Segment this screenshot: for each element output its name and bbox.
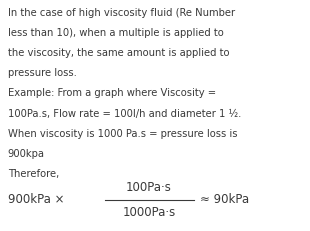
Text: 900kpa: 900kpa xyxy=(8,149,45,159)
Text: 100Pa·s: 100Pa·s xyxy=(126,181,172,194)
Text: pressure loss.: pressure loss. xyxy=(8,68,77,78)
Text: 1000Pa·s: 1000Pa·s xyxy=(122,206,175,219)
Text: 900kPa ×: 900kPa × xyxy=(8,193,64,206)
Text: Therefore,: Therefore, xyxy=(8,169,59,179)
Text: less than 10), when a multiple is applied to: less than 10), when a multiple is applie… xyxy=(8,28,224,38)
Text: ≈ 90kPa: ≈ 90kPa xyxy=(200,193,249,206)
Text: 100Pa.s, Flow rate = 100l/h and diameter 1 ½.: 100Pa.s, Flow rate = 100l/h and diameter… xyxy=(8,109,241,119)
Text: the viscosity, the same amount is applied to: the viscosity, the same amount is applie… xyxy=(8,48,229,58)
Text: In the case of high viscosity fluid (Re Number: In the case of high viscosity fluid (Re … xyxy=(8,8,235,18)
Text: When viscosity is 1000 Pa.s = pressure loss is: When viscosity is 1000 Pa.s = pressure l… xyxy=(8,129,237,139)
Text: Example: From a graph where Viscosity =: Example: From a graph where Viscosity = xyxy=(8,88,216,98)
